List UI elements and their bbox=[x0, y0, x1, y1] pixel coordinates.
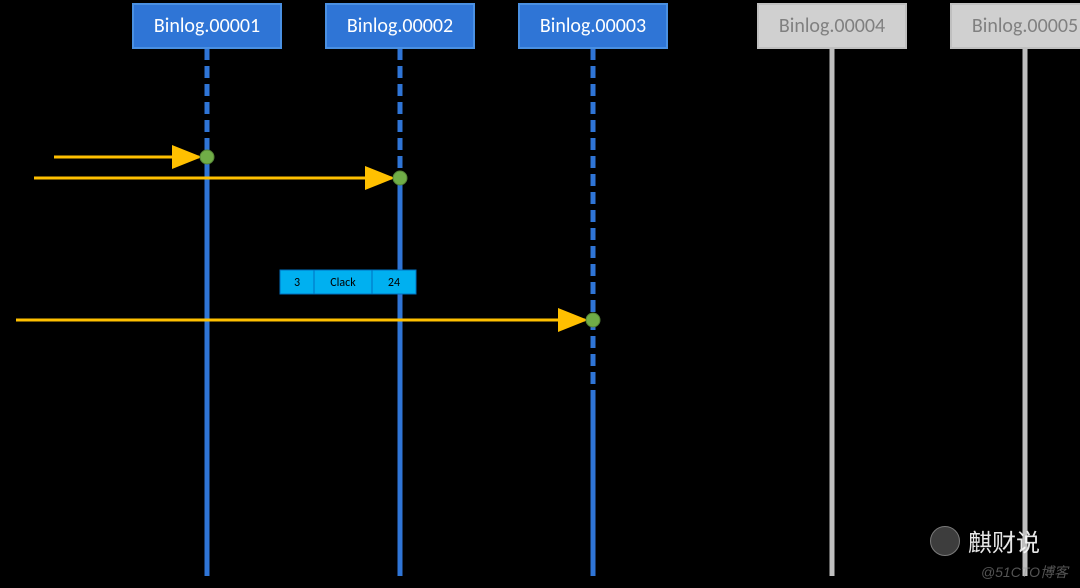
watermark-main-text: 麒财说 bbox=[968, 523, 1040, 558]
column-header-label: Binlog.00003 bbox=[540, 14, 646, 38]
watermark-sub: @51CTO博客 bbox=[981, 562, 1068, 582]
event-marker bbox=[393, 171, 407, 185]
column-header-label: Binlog.00001 bbox=[154, 14, 260, 38]
column-header-label: Binlog.00004 bbox=[779, 14, 885, 38]
wechat-icon bbox=[930, 526, 960, 556]
record-cell-label: Clack bbox=[330, 276, 356, 290]
binlog-timeline-diagram: 3 Clack 24 Binlog.00001 Binlog.00002 Binlog.… bbox=[0, 0, 1080, 588]
event-marker bbox=[586, 313, 600, 327]
column-header-label: Binlog.00002 bbox=[347, 14, 453, 38]
event-marker bbox=[200, 150, 214, 164]
record-cell-label: 3 bbox=[294, 276, 300, 290]
column-header-label: Binlog.00005 bbox=[972, 14, 1078, 38]
watermark-main: 麒财说 bbox=[930, 523, 1040, 558]
record-cell-label: 24 bbox=[388, 276, 400, 290]
